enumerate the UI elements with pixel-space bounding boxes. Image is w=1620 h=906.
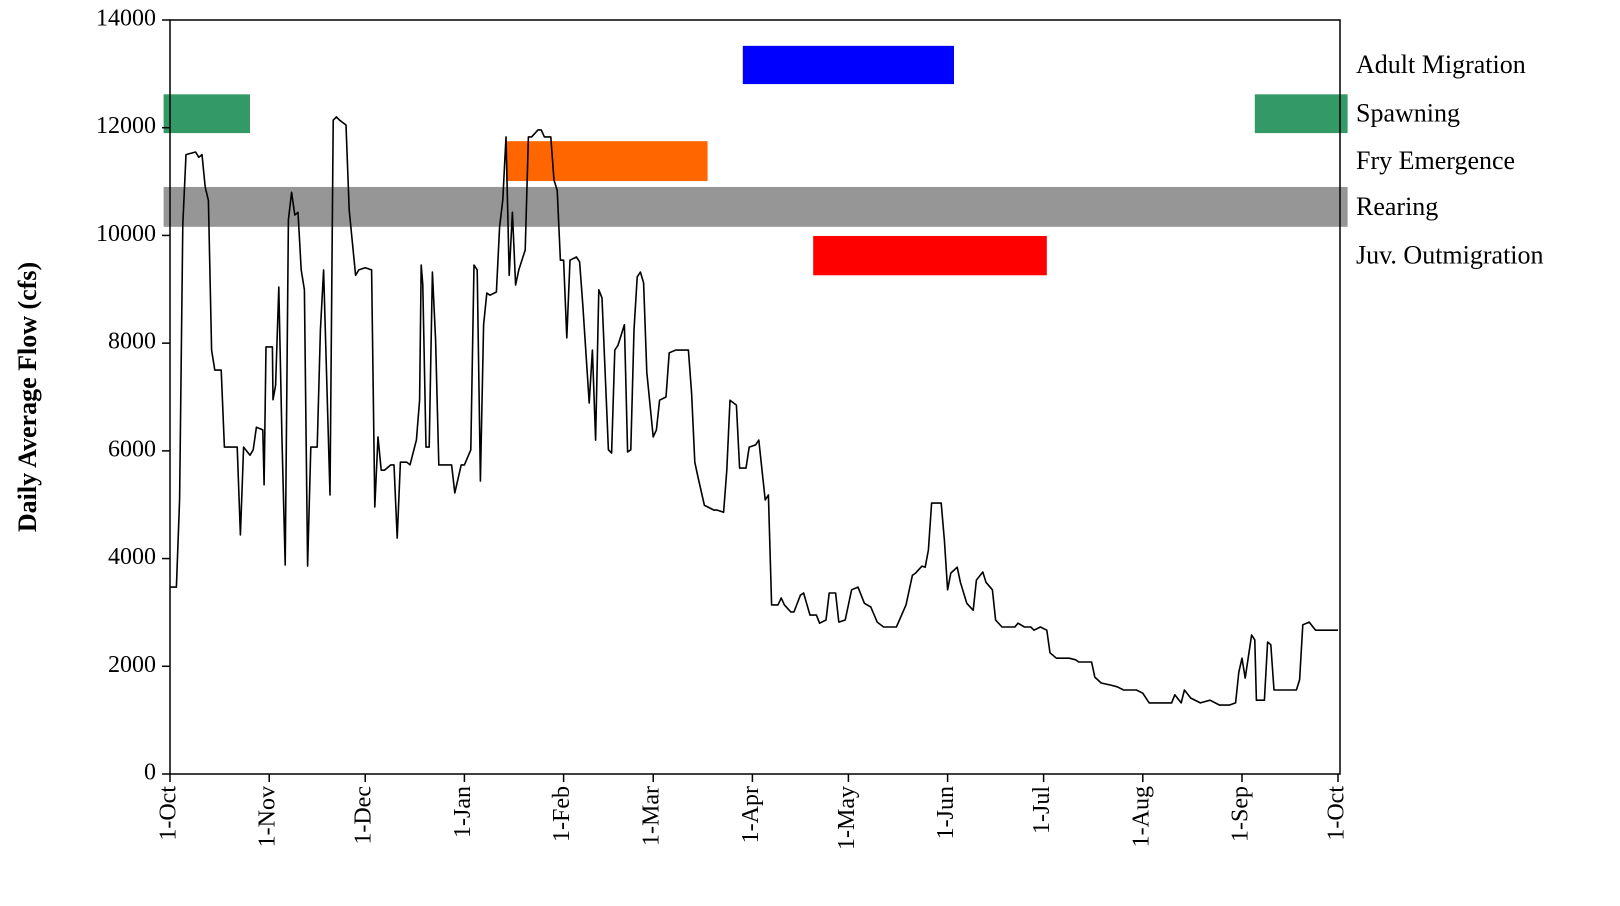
plot-frame: [169, 19, 1341, 775]
x-tick-label: 1-Oct: [1324, 786, 1350, 841]
x-tick-label: 1-Feb: [549, 786, 575, 842]
period-label: Spawning: [1356, 99, 1460, 128]
x-tick-label: 1-Nov: [255, 786, 281, 847]
x-tick-label: 1-Jul: [1029, 786, 1055, 834]
y-tick-label: 0: [144, 760, 156, 786]
x-tick-label: 1-Sep: [1228, 786, 1254, 842]
x-tick-label: 1-Dec: [351, 786, 377, 845]
x-tick-label: 1-Jun: [933, 786, 959, 839]
x-tick-label: 1-Oct: [156, 786, 182, 841]
y-tick-label: 8000: [108, 329, 156, 355]
y-tick-label: 14000: [96, 6, 156, 32]
period-bar: [163, 186, 1348, 227]
period-label: Juv. Outmigration: [1356, 241, 1544, 270]
flow-line: [170, 116, 1338, 706]
x-tick-label: 1-Aug: [1128, 786, 1154, 847]
x-tick-label: 1-Jan: [450, 786, 476, 838]
period-bar: [506, 141, 708, 182]
period-bar: [742, 45, 954, 85]
period-bar: [163, 94, 250, 134]
x-tick-label: 1-May: [834, 786, 860, 850]
y-tick-label: 10000: [96, 221, 156, 247]
y-tick-label: 4000: [108, 544, 156, 570]
y-tick-label: 2000: [108, 652, 156, 678]
period-bar: [1254, 94, 1348, 134]
period-bar: [813, 235, 1047, 276]
period-label: Adult Migration: [1356, 50, 1526, 79]
x-tick-label: 1-Apr: [738, 786, 764, 843]
x-tick-label: 1-Mar: [639, 786, 665, 846]
period-label: Rearing: [1356, 192, 1438, 221]
y-axis-label: Daily Average Flow (cfs): [13, 262, 42, 532]
period-label: Fry Emergence: [1356, 146, 1515, 175]
y-tick-label: 12000: [96, 113, 156, 139]
y-tick-label: 6000: [108, 436, 156, 462]
